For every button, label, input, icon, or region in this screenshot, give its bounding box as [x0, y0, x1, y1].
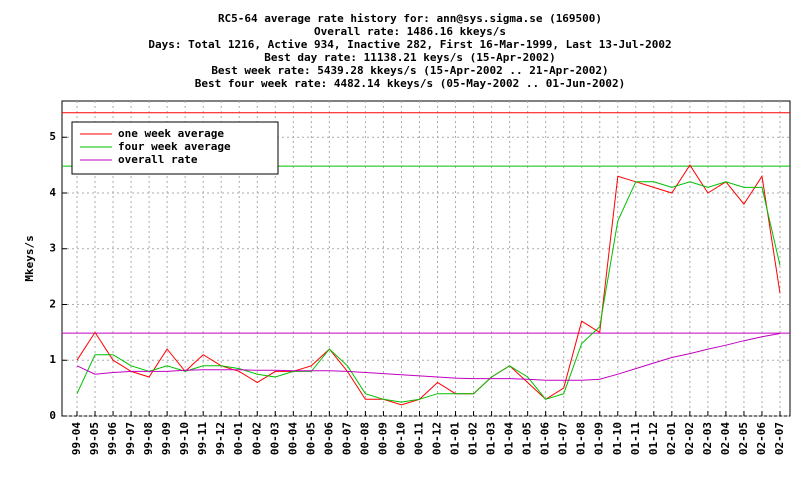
x-tick-label: 99-10: [178, 422, 191, 455]
series-line: [76, 333, 781, 381]
x-tick-label: 00-05: [304, 422, 317, 455]
x-tick-label: 01-05: [521, 422, 534, 455]
y-tick-label: 3: [49, 242, 56, 255]
x-tick-label: 01-03: [485, 422, 498, 455]
x-tick-label: 00-11: [412, 422, 425, 455]
y-axis-label: Mkeys/s: [23, 235, 36, 281]
x-tick-label: 00-07: [340, 422, 353, 455]
x-tick-label: 99-04: [70, 422, 83, 455]
x-tick-label: 01-01: [449, 422, 462, 455]
x-tick-label: 99-09: [160, 422, 173, 455]
x-tick-label: 00-08: [358, 422, 371, 455]
x-tick-label: 01-12: [647, 422, 660, 455]
x-tick-label: 01-10: [611, 422, 624, 455]
x-tick-label: 02-01: [665, 422, 678, 455]
y-tick-label: 5: [49, 130, 56, 143]
legend-box: [71, 121, 279, 175]
x-tick-label: 00-12: [431, 422, 444, 455]
chart-title: Best week rate: 5439.28 kkeys/s (15-Apr-…: [211, 64, 608, 77]
x-tick-label: 99-06: [106, 422, 119, 455]
x-tick-label: 00-02: [250, 422, 263, 455]
chart-title: Overall rate: 1486.16 kkeys/s: [314, 25, 506, 38]
y-tick-label: 0: [49, 409, 56, 422]
x-tick-label: 01-04: [503, 422, 516, 455]
x-tick-label: 99-08: [142, 422, 155, 455]
x-tick-label: 02-07: [773, 422, 786, 455]
y-tick-label: 4: [49, 186, 56, 199]
x-tick-label: 02-04: [719, 422, 732, 455]
chart-title: Best four week rate: 4482.14 kkeys/s (05…: [195, 77, 625, 90]
series-line: [76, 181, 781, 403]
x-tick-label: 02-05: [737, 422, 750, 455]
x-tick-label: 00-04: [286, 422, 299, 455]
x-tick-label: 00-10: [394, 422, 407, 455]
chart-title: Best day rate: 11138.21 keys/s (15-Apr-2…: [264, 51, 555, 64]
legend-label: overall rate: [118, 153, 198, 166]
x-tick-label: 99-12: [214, 422, 227, 455]
series-line: [76, 164, 781, 406]
chart-title: Days: Total 1216, Active 934, Inactive 2…: [148, 38, 671, 51]
x-tick-label: 99-05: [88, 422, 101, 455]
y-tick-label: 1: [49, 353, 56, 366]
x-tick-label: 01-11: [629, 422, 642, 455]
y-tick-label: 2: [49, 297, 56, 310]
x-tick-label: 01-09: [593, 422, 606, 455]
chart-title: RC5-64 average rate history for: ann@sys…: [218, 12, 602, 25]
x-tick-label: 01-06: [539, 422, 552, 455]
x-tick-label: 99-07: [124, 422, 137, 455]
x-tick-label: 01-07: [557, 422, 570, 455]
legend-label: four week average: [118, 140, 231, 153]
x-tick-label: 00-09: [376, 422, 389, 455]
x-tick-label: 99-11: [196, 422, 209, 455]
x-tick-label: 00-06: [322, 422, 335, 455]
x-tick-label: 00-01: [232, 422, 245, 455]
x-tick-label: 01-02: [467, 422, 480, 455]
x-tick-label: 02-02: [683, 422, 696, 455]
x-tick-label: 02-03: [701, 422, 714, 455]
x-tick-label: 02-06: [755, 422, 768, 455]
x-tick-label: 01-08: [575, 422, 588, 455]
x-tick-label: 00-03: [268, 422, 281, 455]
legend-label: one week average: [118, 127, 224, 140]
